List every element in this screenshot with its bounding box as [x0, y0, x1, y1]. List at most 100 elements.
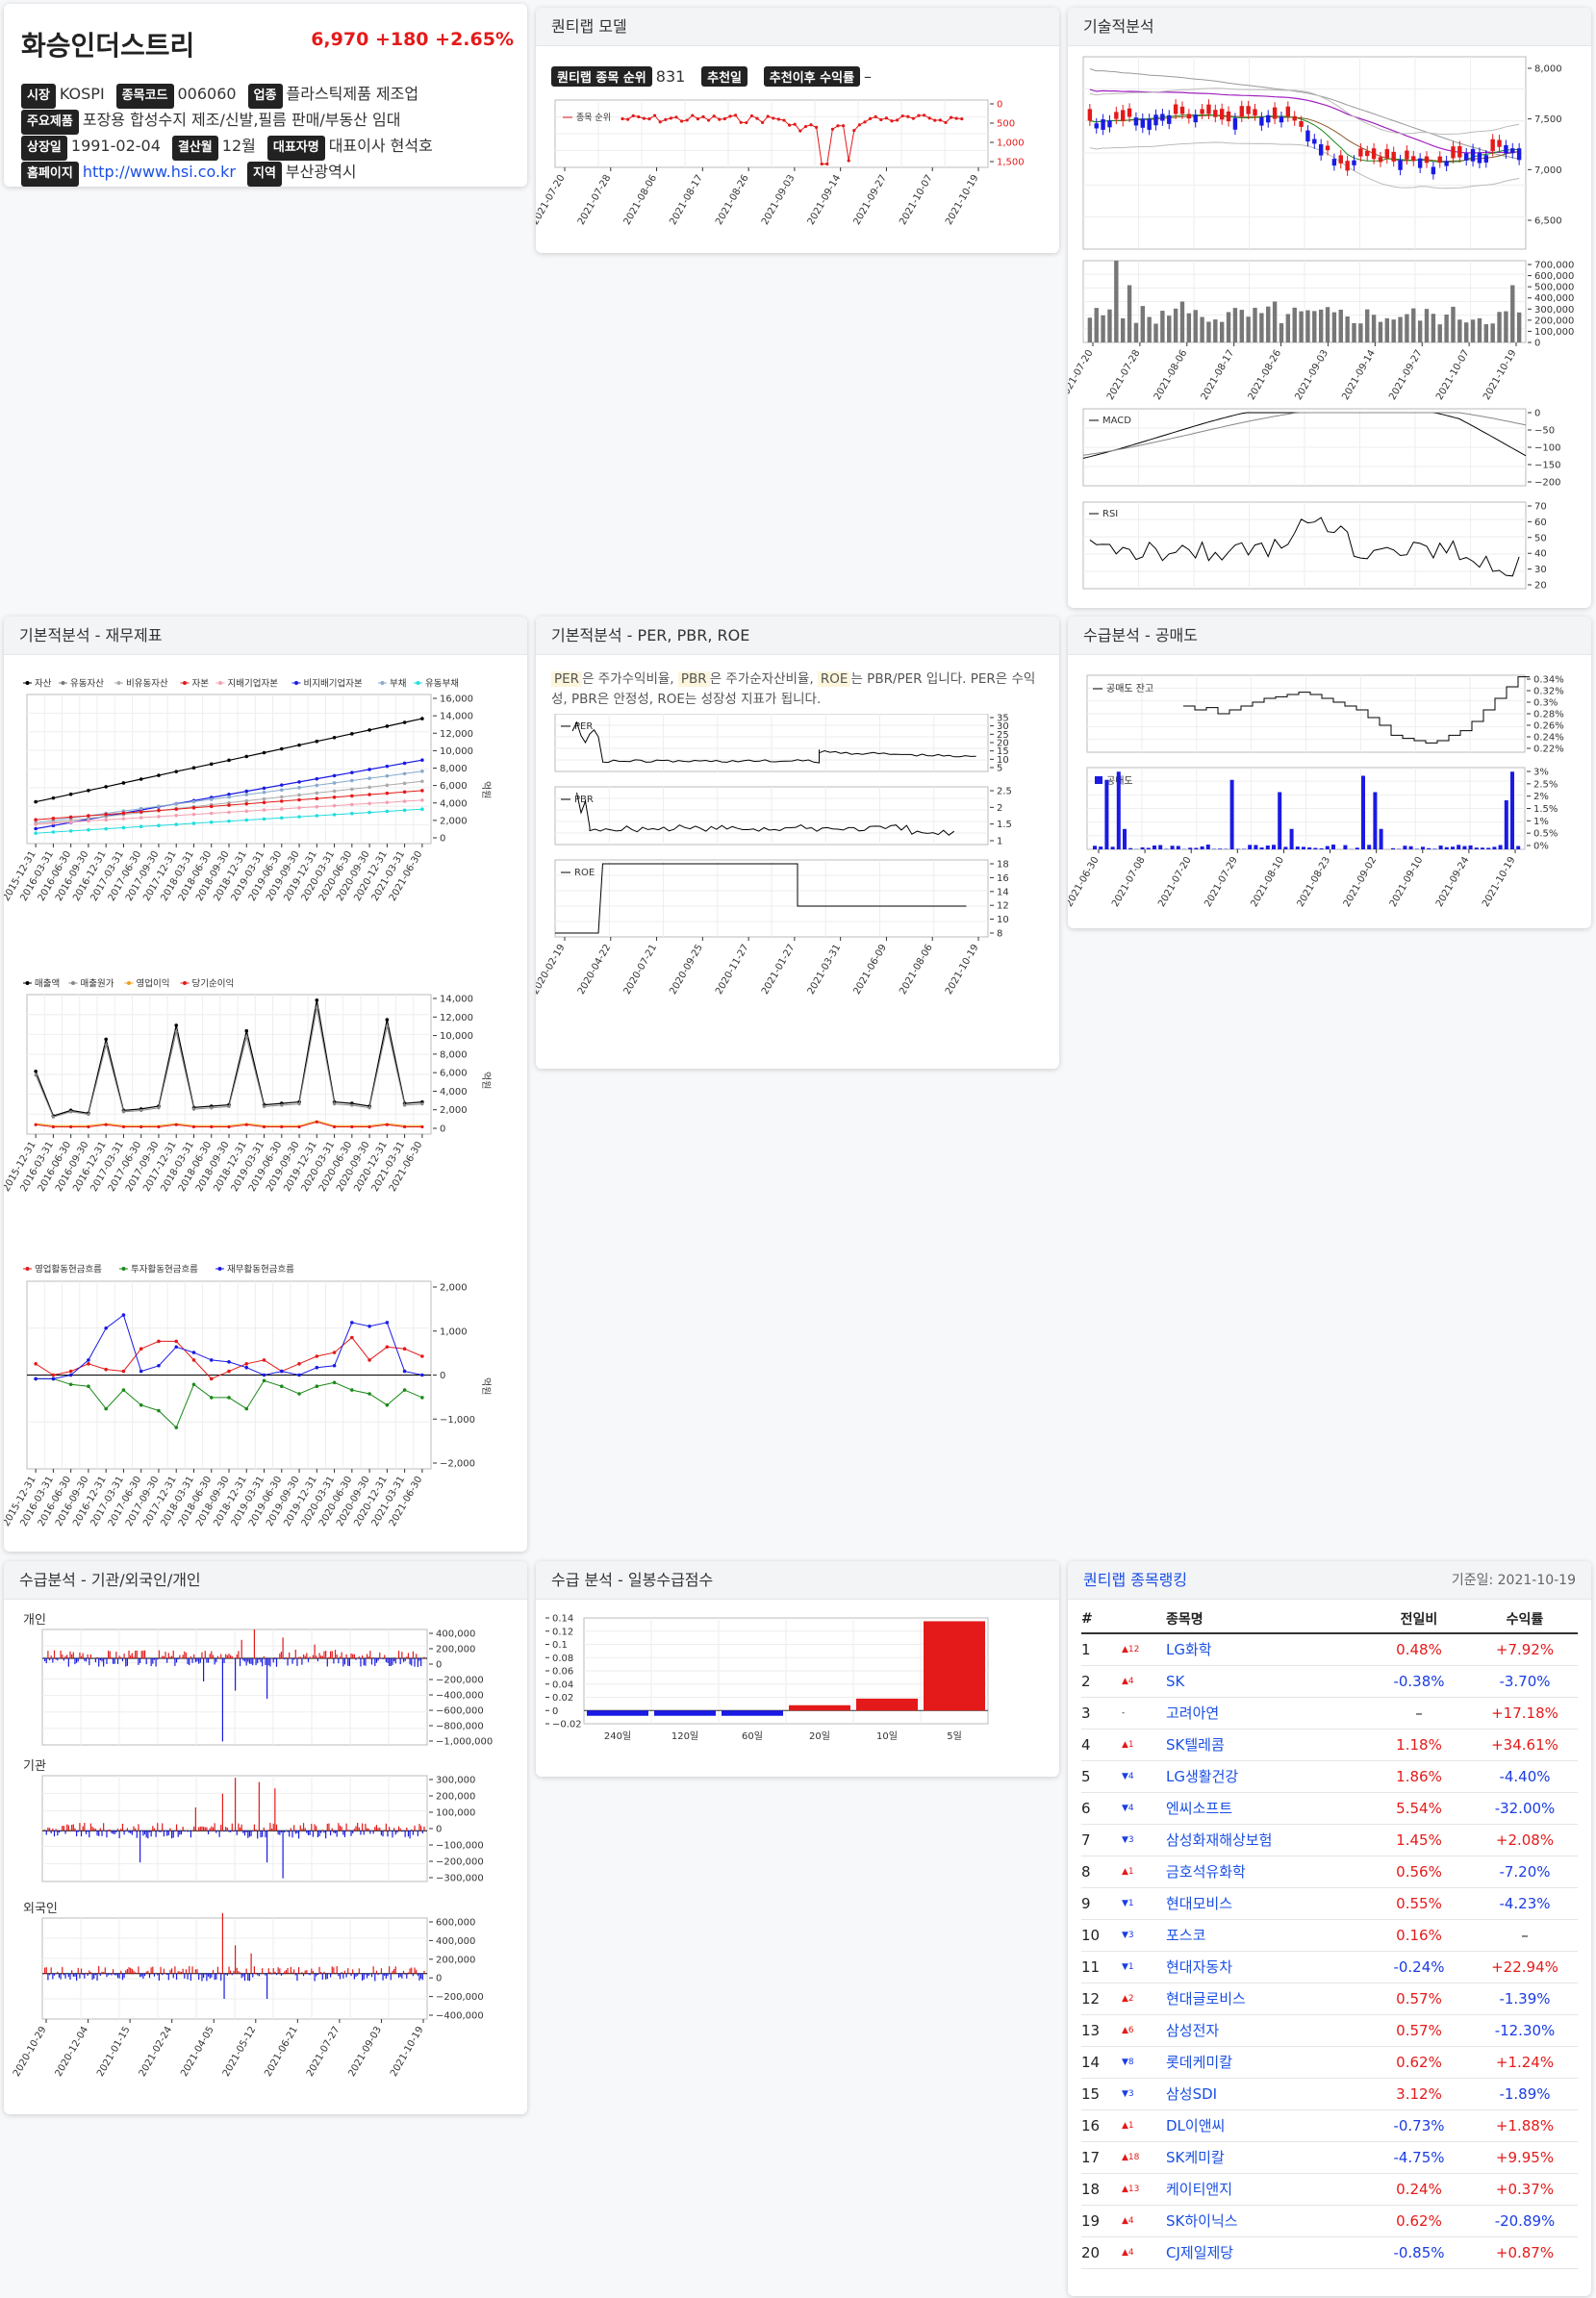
stock-name-link[interactable]: 현대모비스	[1166, 1887, 1366, 1920]
stock-name-link[interactable]: 삼성전자	[1166, 2014, 1366, 2047]
investor-bar	[362, 1823, 364, 1831]
ranking-row[interactable]: 3- 고려아연 – +17.18%	[1081, 1697, 1578, 1730]
investor-bar	[62, 1826, 63, 1831]
cf-point	[68, 1369, 73, 1374]
investor-bar	[393, 1658, 395, 1662]
volume-bar	[1504, 311, 1508, 342]
ranking-row[interactable]: 17 ▲18 SK케미칼 -4.75% +9.95%	[1081, 2141, 1578, 2174]
ranking-title[interactable]: 퀀티랩 종목랭킹	[1083, 1571, 1188, 1589]
fin-y2-tick: 0	[440, 1124, 445, 1135]
homepage-link[interactable]: http://www.hsi.co.kr	[82, 163, 236, 181]
stock-name-link[interactable]: SK	[1166, 1665, 1366, 1698]
ranking-row[interactable]: 13 ▲6 삼성전자 0.57% -12.30%	[1081, 2014, 1578, 2047]
investor-bar	[135, 1651, 137, 1658]
cf-point	[279, 1369, 284, 1374]
ranking-row[interactable]: 19 ▲4 SK하이닉스 0.62% -20.89%	[1081, 2205, 1578, 2237]
ratio-y-tick: 15	[997, 746, 1009, 757]
investor-flow-charts: 개인400,000200,0000−200,000−400,000−600,00…	[12, 1613, 493, 2079]
investor-bar	[352, 1969, 354, 1974]
investor-bar	[301, 1972, 303, 1974]
investor-bar	[125, 1658, 127, 1667]
investor-bar	[390, 1658, 392, 1667]
ranking-row[interactable]: 11 ▼1 현대자동차 -0.24% +22.94%	[1081, 1951, 1578, 1983]
investor-bar	[64, 1973, 66, 1979]
investor-bar	[294, 1650, 296, 1658]
stock-name-link[interactable]: 현대자동차	[1166, 1951, 1366, 1983]
ranking-row[interactable]: 16 ▲1 DL이앤씨 -0.73% +1.88%	[1081, 2109, 1578, 2142]
investor-bar	[163, 1831, 165, 1837]
tech-x-tick: 2021-08-26	[1247, 348, 1284, 402]
short-x-tick: 2021-08-23	[1296, 855, 1333, 909]
investor-bar	[133, 1656, 135, 1658]
stock-name-link[interactable]: CJ제일제당	[1166, 2236, 1366, 2269]
stock-name-link[interactable]: LG생활건강	[1166, 1760, 1366, 1793]
ratio-x-tick: 2020-11-27	[714, 943, 751, 997]
cf-point	[420, 1396, 424, 1400]
stock-name-link[interactable]: 롯데케미칼	[1166, 2046, 1366, 2079]
stock-name-link[interactable]: 포스코	[1166, 1919, 1366, 1952]
ranking-row[interactable]: 5 ▼4 LG생활건강 1.86% -4.40%	[1081, 1760, 1578, 1793]
stock-name-link[interactable]: 삼성화재해상보험	[1166, 1824, 1366, 1856]
stock-name-link[interactable]: 엔씨소프트	[1166, 1792, 1366, 1825]
rank-number: 3	[1081, 1697, 1122, 1730]
investor-bar	[255, 1972, 257, 1974]
investor-bar	[343, 1970, 346, 1974]
ranking-row[interactable]: 20 ▲4 CJ제일제당 -0.85% +0.87%	[1081, 2236, 1578, 2269]
ranking-row[interactable]: 4 ▲1 SK텔레콤 1.18% +34.61%	[1081, 1729, 1578, 1761]
ranking-row[interactable]: 2 ▲4 SK -0.38% -3.70%	[1081, 1665, 1578, 1698]
investor-bar	[206, 1973, 208, 1982]
cf-point	[262, 1358, 266, 1362]
investor-bar	[174, 1658, 176, 1666]
short-volume-bar	[1403, 846, 1407, 849]
stock-name-link[interactable]: SK하이닉스	[1166, 2205, 1366, 2237]
ranking-row[interactable]: 15 ▼3 삼성SDI 3.12% -1.89%	[1081, 2078, 1578, 2110]
fin-point	[104, 785, 108, 789]
ranking-row[interactable]: 6 ▼4 엔씨소프트 5.54% -32.00%	[1081, 1792, 1578, 1825]
ranking-row[interactable]: 14 ▼8 롯데케미칼 0.62% +1.24%	[1081, 2046, 1578, 2079]
rank-point	[642, 116, 646, 120]
volume-bar	[1378, 321, 1383, 342]
investor-bar	[194, 1807, 196, 1831]
stock-name-link[interactable]: SK케미칼	[1166, 2141, 1366, 2174]
fin-y1-tick: 0	[440, 834, 445, 845]
investor-bar	[258, 1781, 260, 1831]
investor-bar	[94, 1973, 96, 1976]
candle-body	[1358, 148, 1363, 157]
cost-point	[104, 1043, 108, 1047]
investor-bar	[277, 1967, 279, 1974]
prev-change: -4.75%	[1366, 2141, 1472, 2174]
volume-bar	[1232, 308, 1238, 342]
stock-name-link[interactable]: 고려아연	[1166, 1697, 1366, 1730]
stock-name-link[interactable]: 현대글로비스	[1166, 1982, 1366, 2015]
ranking-row[interactable]: 12 ▲2 현대글로비스 0.57% -1.39%	[1081, 1982, 1578, 2015]
stock-name-link[interactable]: LG화학	[1166, 1633, 1366, 1666]
panel-title: 기술적분석	[1068, 8, 1591, 46]
value-product: 포장용 합성수지 제조/신발,필름 판매/부동산 임대	[82, 111, 401, 129]
volume-tick: 600,000	[1534, 271, 1574, 282]
investor-bar	[101, 1971, 103, 1974]
ratio-x-tick: 2020-09-25	[668, 943, 705, 997]
fin-point	[385, 724, 390, 728]
rank-number: 12	[1081, 1982, 1122, 2015]
cf-point	[350, 1321, 354, 1325]
stock-name-link[interactable]: DL이앤씨	[1166, 2109, 1366, 2142]
investor-bar	[101, 1831, 103, 1836]
prev-change: 1.45%	[1366, 1824, 1472, 1856]
ranking-row[interactable]: 18 ▲13 케이티앤지 0.24% +0.37%	[1081, 2173, 1578, 2206]
stock-name-link[interactable]: 금호석유화학	[1166, 1856, 1366, 1888]
stock-name-link[interactable]: 삼성SDI	[1166, 2078, 1366, 2110]
ranking-row[interactable]: 10 ▼3 포스코 0.16% –	[1081, 1919, 1578, 1952]
fin-point	[385, 800, 390, 804]
investor-bar	[233, 1970, 235, 1974]
ranking-row[interactable]: 7 ▼3 삼성화재해상보험 1.45% +2.08%	[1081, 1824, 1578, 1856]
cf-point	[139, 1402, 143, 1407]
investor-bar	[309, 1831, 311, 1835]
investor-bar	[345, 1823, 347, 1831]
stock-name-link[interactable]: SK텔레콤	[1166, 1729, 1366, 1761]
ranking-row[interactable]: 1 ▲12 LG화학 0.48% +7.92%	[1081, 1633, 1578, 1666]
ranking-table: # 종목명 전일비 수익률 1 ▲12 LG화학 0.48% +7.92% 2 ▲4 SK -0…	[1081, 1604, 1578, 2269]
stock-name-link[interactable]: 케이티앤지	[1166, 2173, 1366, 2206]
ranking-row[interactable]: 9 ▼1 현대모비스 0.55% -4.23%	[1081, 1887, 1578, 1920]
fin-point	[402, 761, 407, 766]
ranking-row[interactable]: 8 ▲1 금호석유화학 0.56% -7.20%	[1081, 1856, 1578, 1888]
